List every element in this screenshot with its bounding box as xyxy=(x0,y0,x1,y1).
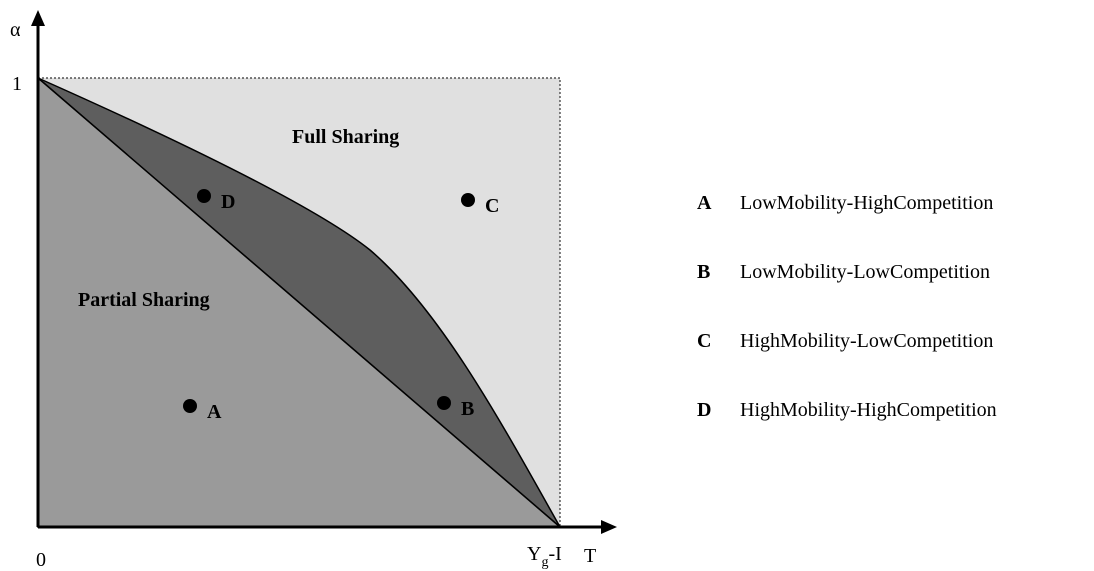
origin: 0 xyxy=(36,549,46,571)
legend-key: D xyxy=(697,399,711,421)
point xyxy=(461,193,475,207)
y-label: α xyxy=(10,19,21,41)
region-label: Full Sharing xyxy=(292,126,399,148)
y-max: 1 xyxy=(12,73,22,95)
legend-text: LowMobility-HighCompetition xyxy=(740,192,993,214)
point-label: A xyxy=(207,401,222,423)
legend-text: HighMobility-LowCompetition xyxy=(740,330,993,352)
point-label: D xyxy=(221,191,235,213)
bound xyxy=(38,77,561,527)
x-max-base: Y xyxy=(527,543,541,565)
y-arrow xyxy=(31,10,45,26)
legend-text: HighMobility-HighCompetition xyxy=(740,399,997,421)
point xyxy=(197,189,211,203)
point-label: C xyxy=(485,195,499,217)
x-arrow xyxy=(601,520,617,534)
legend-key: B xyxy=(697,261,710,283)
region-label: Partial Sharing xyxy=(78,289,210,311)
legend-text: LowMobility-LowCompetition xyxy=(740,261,990,283)
x-max: Yg-I xyxy=(527,543,562,570)
x-label: T xyxy=(584,545,596,567)
legend-key: C xyxy=(697,330,711,352)
point xyxy=(183,399,197,413)
point xyxy=(437,396,451,410)
point-label: B xyxy=(461,398,474,420)
legend-key: A xyxy=(697,192,712,214)
x-max-suffix: -I xyxy=(548,543,561,565)
x-max-sub: g xyxy=(541,555,548,570)
